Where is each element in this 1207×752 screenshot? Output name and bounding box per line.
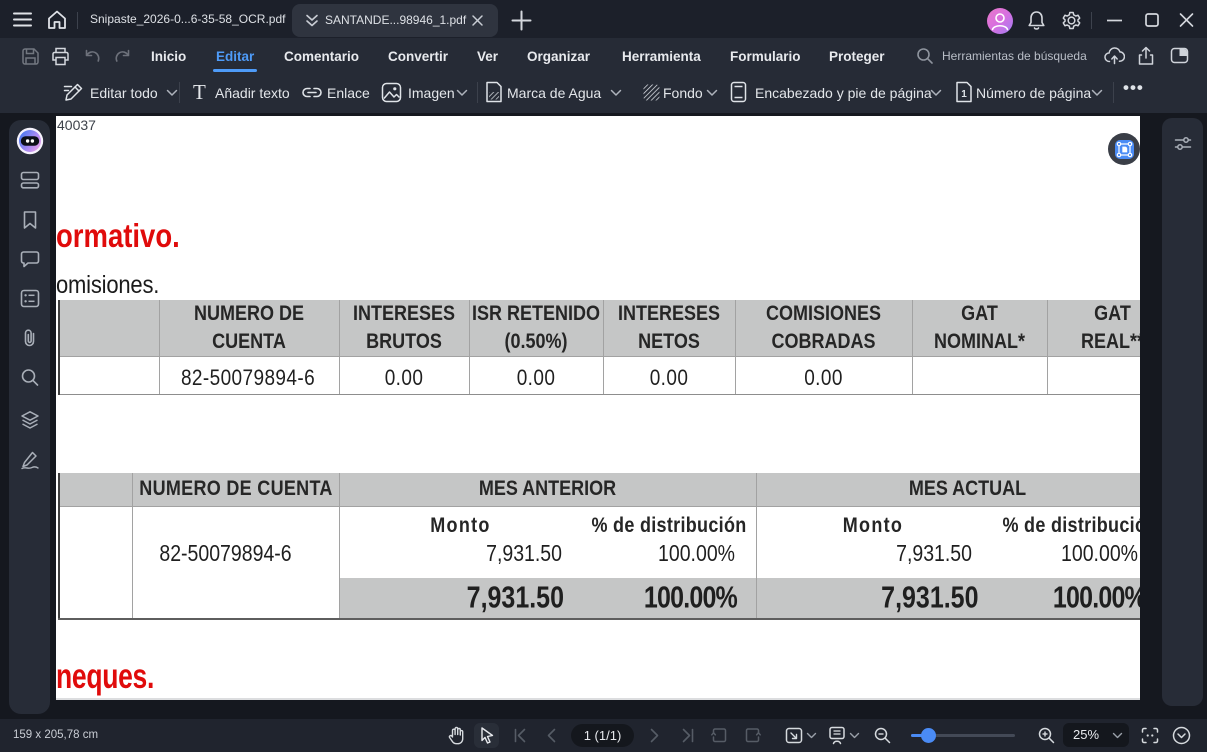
svg-text:1: 1 [961,89,967,100]
